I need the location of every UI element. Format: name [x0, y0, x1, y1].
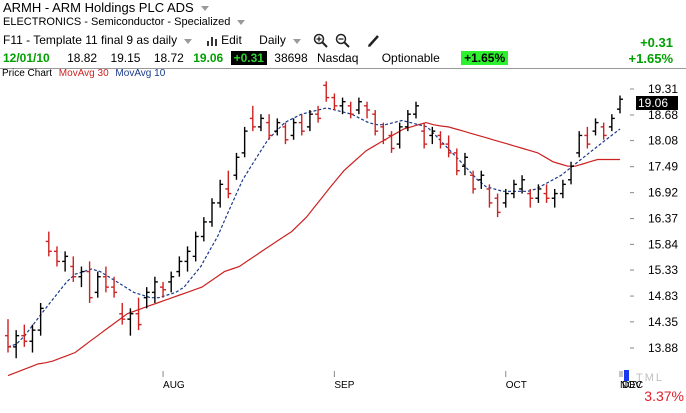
last-price-tag: 19.06 [636, 96, 678, 110]
legend-price: Price Chart [2, 68, 53, 79]
quote-line: 12/01/10 18.82 19.15 18.72 19.06 +0.31 3… [3, 51, 509, 68]
zoom-out-icon[interactable] [335, 33, 351, 49]
ma30-line [7, 121, 620, 377]
y-tick-label: 13.88 [648, 341, 678, 355]
period-selector[interactable]: Daily [259, 33, 304, 47]
chevron-down-icon[interactable] [201, 6, 210, 12]
chevron-down-icon[interactable] [237, 19, 246, 25]
bars-icon [206, 37, 217, 46]
y-tick-label: 14.35 [648, 315, 678, 329]
quote-open: 18.82 [67, 51, 98, 65]
legend-ma30: MovAvg 30 [58, 68, 109, 79]
tml-watermark: TML [636, 372, 664, 384]
quote-exchange: Nasdaq [317, 51, 359, 65]
pct-change-label: 3.37% [644, 388, 684, 404]
quote-optionable: Optionable [381, 51, 440, 65]
price-chart: 19.31 18.68 18.08 17.49 16.92 16.37 15.84 15.33… [5, 81, 678, 391]
y-tick-label: 16.37 [648, 212, 678, 226]
edit-label: Edit [221, 33, 242, 48]
ma10-line [7, 107, 621, 348]
x-tick-label: DEC [622, 380, 643, 391]
quote-volume: 38698 [274, 51, 308, 65]
change-percent: +1.65% [628, 51, 673, 66]
chart-legend: Price Chart MovAvg 30 MovAvg 10 [2, 68, 165, 79]
period-label: Daily [259, 33, 286, 48]
legend-ma10: MovAvg 10 [115, 68, 166, 79]
sector-header: ELECTRONICS - Semiconductor - Specialize… [3, 16, 246, 32]
x-tick-label: SEP [334, 380, 354, 391]
x-tick-label: AUG [163, 380, 185, 391]
symbol-header: ARMH - ARM Holdings PLC ADS [3, 0, 210, 18]
quote-date: 12/01/10 [3, 51, 50, 65]
sector-title: ELECTRONICS - Semiconductor - Specialize… [3, 16, 231, 28]
pencil-icon[interactable] [366, 33, 382, 49]
zoom-in-icon[interactable] [313, 33, 329, 49]
x-tick-label: NOV [620, 380, 642, 391]
quote-change-badge: +0.31 [230, 51, 267, 65]
quote-high: 19.15 [110, 51, 141, 65]
symbol-title: ARMH - ARM Holdings PLC ADS [3, 0, 194, 15]
template-selector[interactable]: F11 - Template 11 final 9 as daily [3, 33, 196, 47]
price-chart-area[interactable] [0, 68, 686, 413]
change-absolute: +0.31 [640, 35, 673, 50]
y-tick-label: 17.49 [648, 160, 678, 174]
y-tick-label: 15.33 [648, 263, 678, 277]
y-tick-label: 19.31 [648, 82, 678, 96]
y-tick-label: 16.92 [648, 186, 678, 200]
chevron-down-icon [293, 38, 302, 44]
y-tick-label: 18.08 [648, 134, 678, 148]
quote-change-pct-badge: +1.65% [461, 51, 509, 65]
quote-low: 18.72 [153, 51, 184, 65]
template-label: F11 - Template 11 final 9 as daily [3, 33, 178, 48]
y-tick-label: 18.68 [648, 108, 678, 122]
scroll-marker[interactable] [624, 370, 629, 381]
toolbar: F11 - Template 11 final 9 as daily Edit … [3, 33, 686, 50]
y-tick-label: 15.84 [648, 237, 678, 251]
edit-button[interactable]: Edit [206, 33, 245, 47]
quote-close: 19.06 [193, 51, 224, 65]
x-tick-label: OCT [506, 380, 527, 391]
y-tick-label: 14.83 [648, 289, 678, 303]
chevron-down-icon [184, 38, 193, 44]
